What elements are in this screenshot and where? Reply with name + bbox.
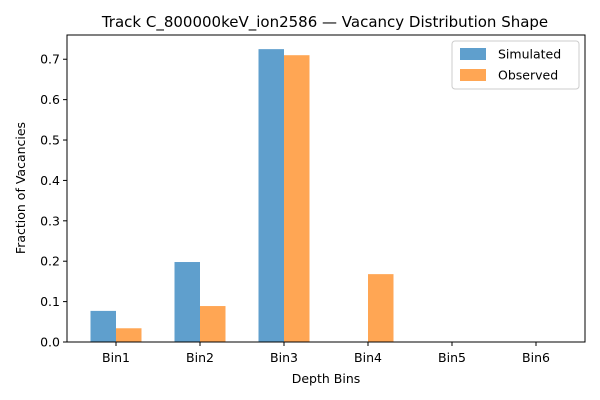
y-axis-label: Fraction of Vacancies	[13, 122, 28, 254]
x-tick-label: Bin2	[186, 350, 214, 365]
legend: Simulated Observed	[451, 40, 580, 90]
x-tick-label: Bin1	[102, 350, 130, 365]
x-axis-ticks: Bin1 Bin2 Bin3 Bin4 Bin5 Bin6	[102, 342, 550, 365]
legend-swatch-observed	[460, 69, 486, 81]
y-tick-label: 0.7	[40, 52, 60, 67]
x-tick-label: Bin6	[522, 350, 550, 365]
legend-label-simulated: Simulated	[498, 47, 561, 62]
y-tick-label: 0.0	[40, 335, 60, 350]
x-tick-label: Bin3	[270, 350, 298, 365]
y-tick-label: 0.5	[40, 133, 60, 148]
bar-observed-bin4	[368, 274, 394, 342]
y-tick-label: 0.6	[40, 92, 60, 107]
bar-simulated-bin3	[258, 49, 284, 343]
y-axis-ticks: 0.0 0.1 0.2 0.3 0.4 0.5 0.6 0.7	[40, 52, 67, 350]
bar-simulated-bin2	[174, 262, 200, 342]
bar-observed-bin3	[284, 55, 310, 343]
chart-title: Track C_800000keV_ion2586 — Vacancy Dist…	[101, 13, 548, 32]
x-axis-label: Depth Bins	[292, 371, 361, 386]
y-tick-label: 0.1	[40, 294, 60, 309]
bar-observed-bin1	[116, 328, 142, 342]
bars-layer	[90, 49, 394, 343]
legend-label-observed: Observed	[498, 68, 558, 83]
plot-frame	[66, 34, 586, 343]
bar-simulated-bin1	[90, 310, 116, 342]
x-tick-label: Bin5	[438, 350, 466, 365]
legend-swatch-simulated	[460, 48, 486, 60]
x-tick-label: Bin4	[354, 350, 382, 365]
y-tick-label: 0.4	[40, 173, 60, 188]
bar-observed-bin2	[200, 306, 226, 342]
y-tick-label: 0.3	[40, 213, 60, 228]
y-tick-label: 0.2	[40, 254, 60, 269]
